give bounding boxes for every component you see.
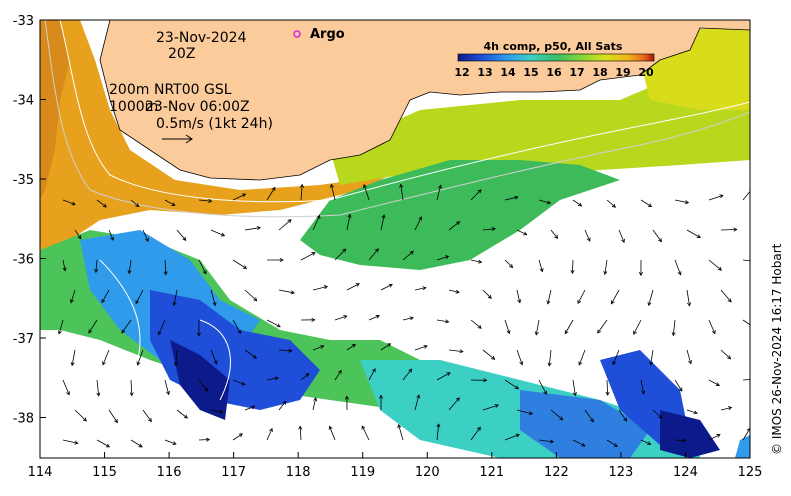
date-label: 23-Nov-2024 xyxy=(156,30,247,46)
y-tick-label: -37 xyxy=(13,332,34,347)
legend-tick-label: 16 xyxy=(546,66,562,79)
y-tick-label: -35 xyxy=(13,173,34,188)
current-arrow-icon xyxy=(755,221,768,230)
legend-title: 4h comp, p50, All Sats xyxy=(484,40,623,53)
x-tick-label: 124 xyxy=(673,465,698,480)
product-label: NRT00 GSL xyxy=(154,82,232,98)
x-tick-label: 114 xyxy=(28,465,53,480)
legend-tick-label: 14 xyxy=(500,66,516,79)
credit-label: © IMOS 26-Nov-2024 16:17 Hobart xyxy=(770,243,784,455)
x-tick-label: 120 xyxy=(415,465,440,480)
x-tick-label: 123 xyxy=(608,465,633,480)
analysis-time-label: 23-Nov 06:00Z xyxy=(145,99,250,115)
depth-shallow-label: 200m xyxy=(109,82,149,98)
x-tick-label: 122 xyxy=(544,465,569,480)
x-tick-label: 116 xyxy=(157,465,182,480)
legend-tick-label: 13 xyxy=(477,66,492,79)
x-tick-label: 118 xyxy=(286,465,311,480)
legend-tick-label: 18 xyxy=(592,66,607,79)
y-tick-label: -34 xyxy=(13,94,34,109)
x-tick-label: 125 xyxy=(738,465,763,480)
y-tick-label: -36 xyxy=(13,253,34,268)
y-tick-label: -33 xyxy=(13,14,34,29)
current-arrow-icon xyxy=(755,401,763,410)
x-tick-label: 121 xyxy=(479,465,504,480)
current-arrow-icon xyxy=(755,350,767,353)
argo-label: Argo xyxy=(310,27,345,42)
x-tick-label: 117 xyxy=(221,465,246,480)
legend-tick-label: 15 xyxy=(523,66,538,79)
time-label: 20Z xyxy=(168,46,195,62)
legend-tick-label: 17 xyxy=(569,66,584,79)
y-tick-label: -38 xyxy=(13,412,34,427)
x-tick-label: 115 xyxy=(92,465,117,480)
legend-tick-label: 20 xyxy=(638,66,654,79)
x-tick-label: 119 xyxy=(350,465,375,480)
current-arrow-icon xyxy=(755,290,769,295)
scale-label: 0.5m/s (1kt 24h) xyxy=(156,116,273,132)
legend-tick-label: 12 xyxy=(454,66,469,79)
legend-tick-label: 19 xyxy=(615,66,630,79)
legend-colorbar xyxy=(458,54,654,61)
